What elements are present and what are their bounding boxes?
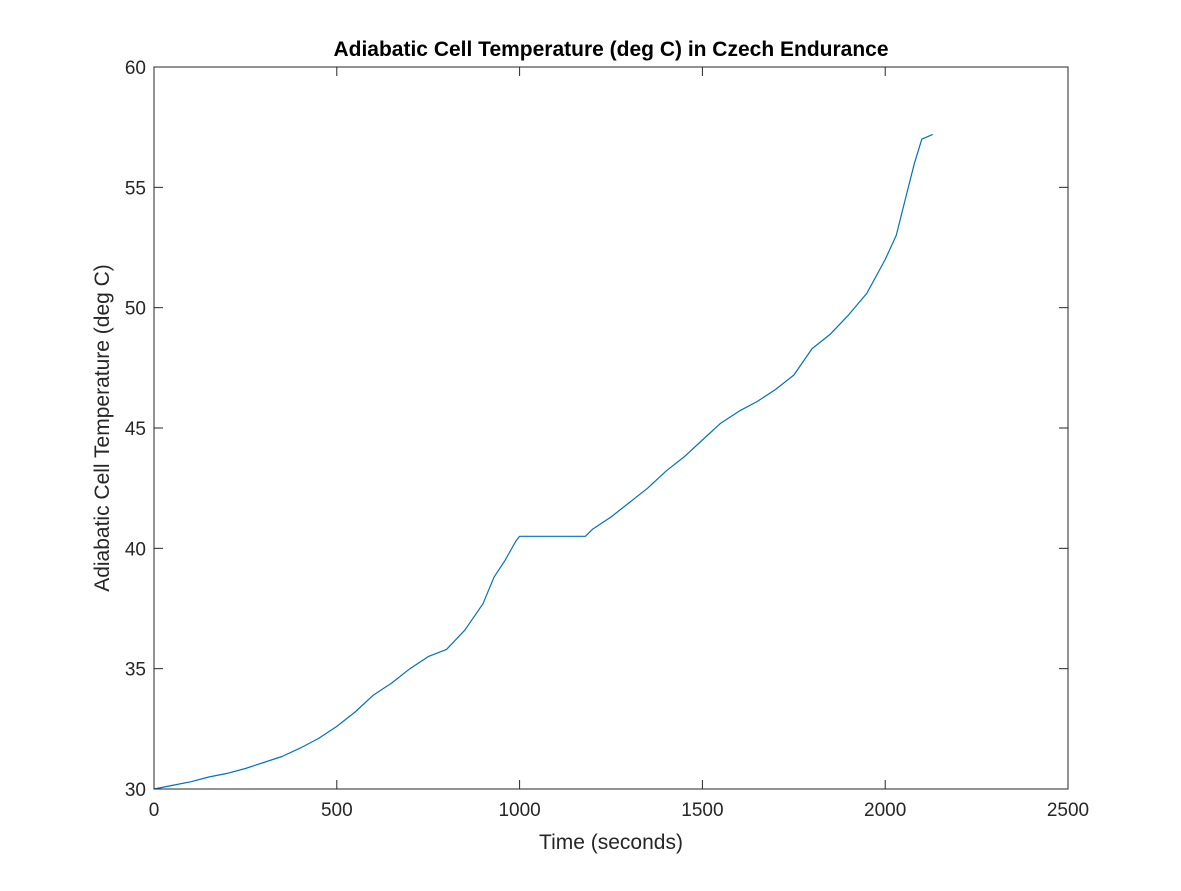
y-tick-label: 60 [125,58,146,79]
x-tick-label: 1000 [498,800,540,821]
y-tick-label: 40 [125,539,146,560]
data-series [153,133,933,790]
y-tick-label: 55 [125,178,146,199]
axes-box [153,66,1069,790]
y-tick-label: 50 [125,299,146,320]
x-tick-label: 500 [321,800,353,821]
tick-labels: 0 500 1000 1500 2000 2500 30 35 40 45 50 55 60 [125,58,1089,821]
plot-area [154,67,1068,789]
y-tick-label: 45 [125,419,146,440]
y-tick-label: 30 [125,780,146,801]
x-axis-label: Time (seconds) [539,831,683,854]
series-line [153,133,933,790]
y-axis-label: Adiabatic Cell Temperature (deg C) [91,264,114,592]
x-tick-label: 0 [149,800,160,821]
chart-title: Adiabatic Cell Temperature (deg C) in Cz… [333,38,888,61]
y-tick-label: 35 [125,660,146,681]
x-tick-label: 2500 [1047,800,1089,821]
x-tick-label: 2000 [864,800,906,821]
x-tick-label: 1500 [681,800,723,821]
